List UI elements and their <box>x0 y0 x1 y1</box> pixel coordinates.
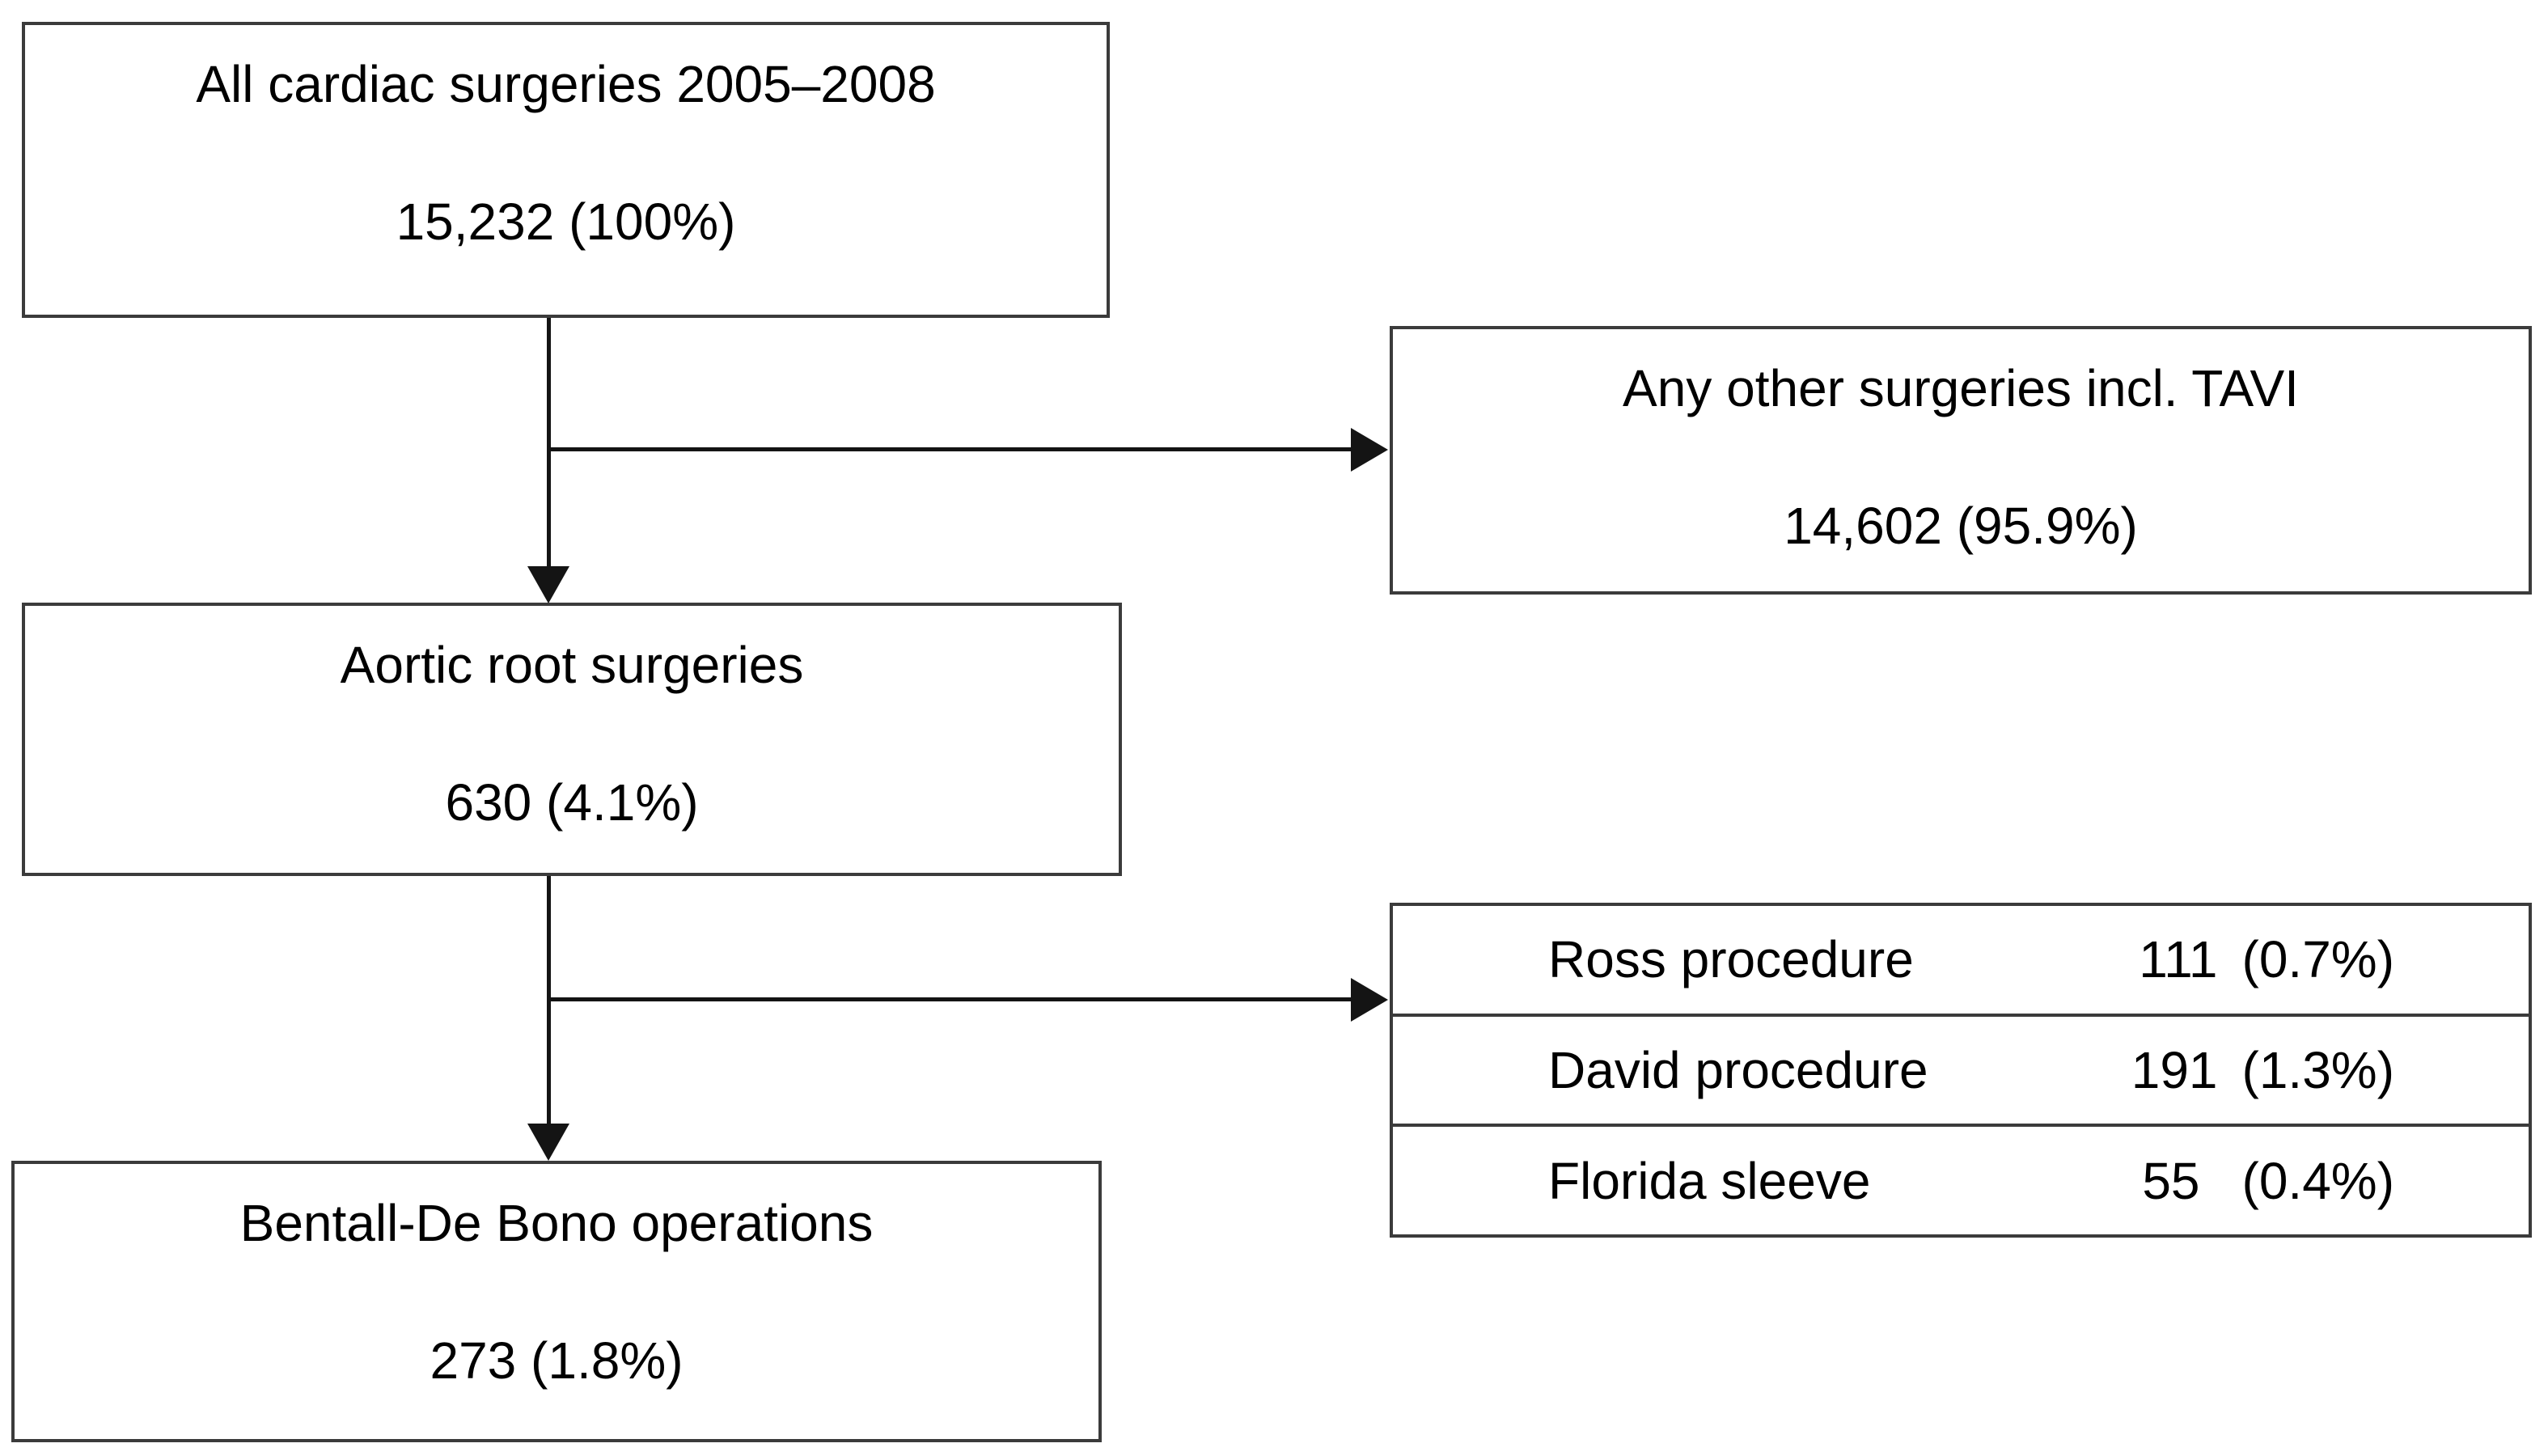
procedure-label: Florida sleeve <box>1548 1151 1871 1210</box>
procedure-count: 191 <box>2131 1041 2218 1099</box>
box-title: Aortic root surgeries <box>340 636 804 694</box>
procedure-label: David procedure <box>1548 1041 1928 1099</box>
box-title: Any other surgeries incl. TAVI <box>1623 359 2299 417</box>
box-value: 14,602 (95.9%) <box>1784 497 2138 555</box>
box-value: 273 (1.8%) <box>430 1331 684 1390</box>
procedure-value: 55 (0.4%) <box>2051 1149 2395 1213</box>
flow-line-vertical-1 <box>547 318 551 568</box>
procedure-value: 111 (0.7%) <box>2068 928 2395 991</box>
procedures-table: Ross procedure 111 (0.7%) David procedur… <box>1390 903 2532 1238</box>
flow-line-branch-1 <box>548 447 1352 451</box>
box-value: 630 (4.1%) <box>445 773 699 832</box>
procedure-percent: (0.4%) <box>2241 1151 2395 1210</box>
arrowhead-right-icon <box>1351 428 1388 472</box>
box-title: All cardiac surgeries 2005–2008 <box>196 55 936 113</box>
box-all-cardiac-surgeries: All cardiac surgeries 2005–2008 15,232 (… <box>22 22 1110 318</box>
box-title: Bentall-De Bono operations <box>239 1194 874 1252</box>
box-aortic-root-surgeries: Aortic root surgeries 630 (4.1%) <box>22 603 1122 876</box>
arrowhead-down-icon <box>527 1124 569 1161</box>
table-row: Ross procedure 111 (0.7%) <box>1393 906 2529 1014</box>
arrowhead-down-icon <box>527 566 569 603</box>
procedure-percent: (1.3%) <box>2241 1041 2395 1099</box>
arrowhead-right-icon <box>1351 978 1388 1022</box>
table-row: David procedure 191 (1.3%) <box>1393 1013 2529 1124</box>
procedure-percent: (0.7%) <box>2241 930 2395 989</box>
box-value: 15,232 (100%) <box>396 193 736 251</box>
procedure-count: 111 <box>2139 930 2218 989</box>
procedure-label: Ross procedure <box>1548 930 1914 989</box>
box-any-other-surgeries: Any other surgeries incl. TAVI 14,602 (9… <box>1390 326 2532 595</box>
procedure-count: 55 <box>2142 1151 2200 1210</box>
box-bentall-de-bono-operations: Bentall-De Bono operations 273 (1.8%) <box>11 1161 1102 1442</box>
flow-line-branch-2 <box>548 997 1352 1001</box>
procedure-value: 191 (1.3%) <box>2068 1039 2395 1102</box>
table-row: Florida sleeve 55 (0.4%) <box>1393 1124 2529 1234</box>
